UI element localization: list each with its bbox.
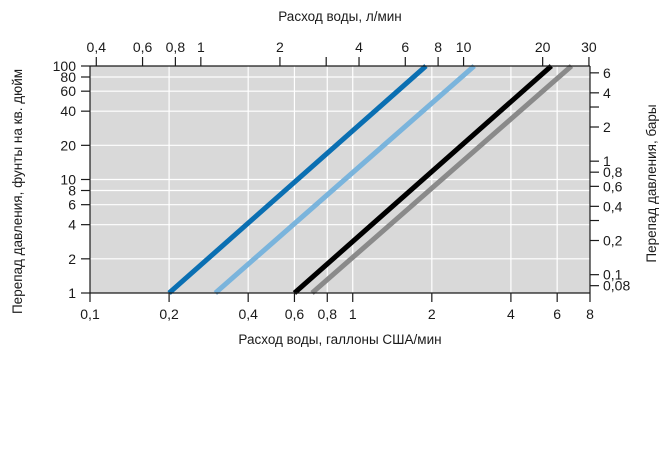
y-axis-title-right: Перепад давления, бары — [644, 104, 659, 262]
x-tick-label-top: 8 — [434, 39, 442, 55]
y-tick-label-left: 6 — [68, 197, 76, 213]
y-tick-label-left: 20 — [60, 137, 76, 153]
series-line-1 — [167, 64, 428, 295]
y-tick-label-right: 0,8 — [603, 164, 623, 180]
y-tick-label-right: 6 — [603, 65, 611, 81]
tick-marks-and-labels: 0,1 0,2 0,4 0,6 0,8 1 2 4 6 80,4 0,6 0,8 1 2 4 6 8 10 20 30… — [53, 39, 631, 322]
y-tick-label-left: 60 — [60, 83, 76, 99]
x-tick-label-top: 0,4 — [87, 39, 107, 55]
x-tick-label-top: 20 — [535, 39, 551, 55]
x-tick-label-top: 0,6 — [133, 39, 153, 55]
x-tick-label-bottom: 0,4 — [238, 306, 258, 322]
x-tick-label-bottom: 6 — [553, 306, 561, 322]
x-tick-label-bottom: 0,8 — [318, 306, 338, 322]
x-tick-label-top: 1 — [197, 39, 205, 55]
y-tick-label-left: 10 — [60, 172, 76, 188]
x-tick-label-top: 4 — [355, 39, 363, 55]
y-tick-label-left: 4 — [68, 217, 76, 233]
x-tick-label-bottom: 0,2 — [159, 306, 179, 322]
y-tick-label-left: 100 — [53, 58, 77, 74]
x-tick-label-bottom: 1 — [349, 306, 357, 322]
y-tick-label-right: 0,08 — [603, 278, 630, 294]
x-tick-label-top: 0,8 — [166, 39, 186, 55]
y-tick-label-left: 1 — [68, 285, 76, 301]
x-tick-label-top: 2 — [276, 39, 284, 55]
y-axis-title-left: Перепад давления, фунты на кв. дюйм — [10, 69, 25, 314]
series-line-4 — [310, 64, 574, 295]
y-tick-label-right: 0,4 — [603, 198, 623, 214]
series-line-2 — [213, 64, 476, 295]
y-tick-label-right: 0,2 — [603, 233, 623, 249]
y-tick-label-left: 80 — [60, 69, 76, 85]
y-tick-label-right: 0,1 — [603, 267, 623, 283]
y-tick-label-right: 4 — [603, 85, 611, 101]
x-tick-label-bottom: 8 — [586, 306, 594, 322]
x-tick-label-bottom: 0,6 — [285, 306, 305, 322]
y-tick-label-left: 40 — [60, 103, 76, 119]
y-tick-label-left: 2 — [68, 251, 76, 267]
grid-lines — [90, 66, 590, 293]
x-axis-title-bottom: Расход воды, галлоны США/мин — [238, 332, 441, 347]
y-tick-label-right: 1 — [603, 153, 611, 169]
y-tick-label-right: 2 — [603, 119, 611, 135]
y-tick-label-right: 0,6 — [603, 178, 623, 194]
series-line-3 — [292, 64, 553, 295]
x-tick-label-top: 10 — [456, 39, 472, 55]
y-tick-label-left: 8 — [68, 182, 76, 198]
x-tick-label-top: 30 — [581, 39, 597, 55]
series-lines — [167, 64, 574, 295]
x-tick-label-bottom: 2 — [428, 306, 436, 322]
x-tick-label-top: 6 — [401, 39, 409, 55]
x-axis-title-top: Расход воды, л/мин — [278, 9, 401, 24]
x-tick-label-bottom: 0,1 — [80, 306, 100, 322]
x-tick-label-bottom: 4 — [507, 306, 515, 322]
